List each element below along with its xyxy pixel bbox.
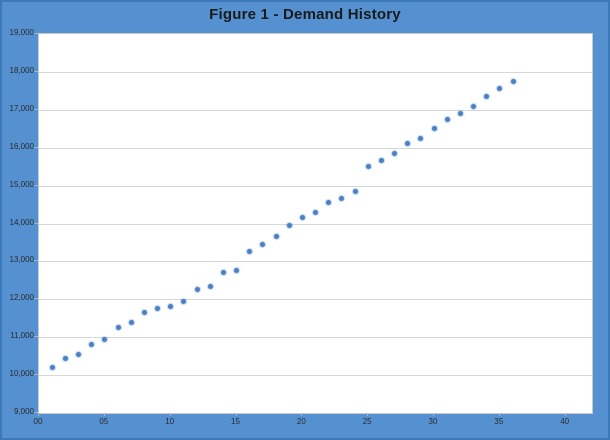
data-point-marker — [365, 164, 371, 170]
data-point-marker — [299, 215, 305, 221]
data-point-marker — [286, 222, 292, 228]
data-point-marker — [313, 209, 318, 215]
data-point-marker — [155, 306, 160, 312]
data-point-marker — [471, 103, 476, 109]
y-axis-tick-label: 13,000 — [9, 255, 34, 265]
y-gridline — [39, 185, 592, 187]
data-point-marker — [352, 188, 358, 194]
y-axis-tick-label: 17,000 — [9, 103, 34, 113]
y-gridline — [39, 147, 592, 149]
chart-title: Figure 1 - Demand History — [209, 6, 401, 23]
x-axis-tick-label: 30 — [428, 417, 438, 426]
data-point-marker — [102, 336, 108, 342]
data-point-marker — [141, 310, 147, 316]
y-axis-tick-label: 16,000 — [9, 141, 34, 151]
data-point-marker — [128, 319, 134, 325]
data-point-marker — [326, 200, 332, 206]
data-point-marker — [207, 283, 213, 289]
x-axis-tick-mark — [235, 413, 237, 416]
data-point-marker — [234, 268, 239, 274]
plot-area — [38, 33, 593, 414]
x-axis-tick-mark — [564, 413, 566, 416]
data-point-marker — [76, 351, 81, 357]
data-point-marker — [194, 287, 200, 293]
x-axis-tick-mark — [433, 413, 434, 416]
x-axis-tick-mark — [498, 413, 500, 416]
y-axis-tick-mark — [34, 70, 38, 72]
data-point-marker — [339, 196, 345, 202]
data-point-marker — [405, 141, 411, 147]
data-point-marker — [49, 365, 55, 371]
x-axis-tick-mark — [103, 413, 105, 416]
y-axis-tick-mark — [34, 298, 38, 300]
x-axis-tick-label: 00 — [33, 417, 43, 426]
x-axis-tick-label: 05 — [99, 417, 109, 426]
y-axis-tick-mark — [34, 146, 38, 148]
y-axis-tick-label: 9,000 — [13, 407, 34, 416]
y-gridline — [39, 299, 592, 301]
y-gridline — [39, 337, 592, 339]
y-axis-tick-label: 18,000 — [9, 65, 34, 75]
y-axis-tick-mark — [34, 222, 38, 224]
data-point-marker — [497, 86, 503, 92]
data-point-marker — [247, 249, 253, 255]
data-point-marker — [260, 241, 266, 247]
y-axis-tick-mark — [34, 33, 38, 34]
y-axis-tick-mark — [34, 336, 38, 338]
data-point-marker — [457, 111, 463, 117]
data-point-marker — [181, 298, 187, 304]
data-point-marker — [392, 150, 397, 156]
data-point-marker — [418, 135, 424, 141]
y-axis-tick-label: 11,000 — [10, 331, 34, 341]
x-axis-tick-mark — [38, 413, 39, 416]
y-axis-tick-mark — [34, 108, 38, 110]
data-point-marker — [431, 126, 437, 132]
x-axis-tick-label: 15 — [231, 417, 240, 426]
data-point-marker — [378, 158, 384, 164]
x-axis-tick-label: 10 — [165, 417, 175, 426]
y-axis-tick-mark — [34, 374, 38, 376]
data-point-marker — [89, 342, 95, 348]
y-axis-tick-label: 12,000 — [9, 293, 34, 303]
x-axis-tick-mark — [367, 413, 369, 416]
x-axis-tick-label: 25 — [362, 417, 372, 426]
x-axis-tick-mark — [301, 413, 303, 416]
data-point-marker — [273, 234, 279, 240]
data-point-marker — [510, 78, 516, 84]
y-gridline — [39, 261, 592, 263]
x-axis-tick-mark — [169, 413, 171, 416]
y-axis-tick-mark — [34, 412, 38, 413]
data-point-marker — [444, 116, 450, 122]
x-axis-tick-label: 20 — [296, 417, 306, 426]
data-point-marker — [484, 94, 490, 100]
x-axis-tick-label: 40 — [560, 417, 570, 426]
y-gridline — [39, 109, 592, 111]
x-axis-tick-label: 35 — [494, 417, 504, 426]
y-axis-tick-mark — [34, 260, 38, 262]
y-axis-tick-label: 14,000 — [9, 217, 34, 227]
data-point-marker — [220, 270, 226, 276]
y-axis-tick-label: 15,000 — [9, 179, 34, 189]
y-gridline — [39, 223, 592, 225]
y-axis-tick-mark — [34, 184, 38, 186]
data-point-marker — [115, 325, 121, 331]
y-axis-tick-label: 19,000 — [9, 28, 34, 37]
data-point-marker — [168, 304, 174, 310]
y-axis-tick-label: 10,000 — [9, 369, 34, 379]
data-point-marker — [62, 355, 68, 361]
y-gridline — [39, 71, 592, 73]
y-gridline — [39, 375, 592, 377]
